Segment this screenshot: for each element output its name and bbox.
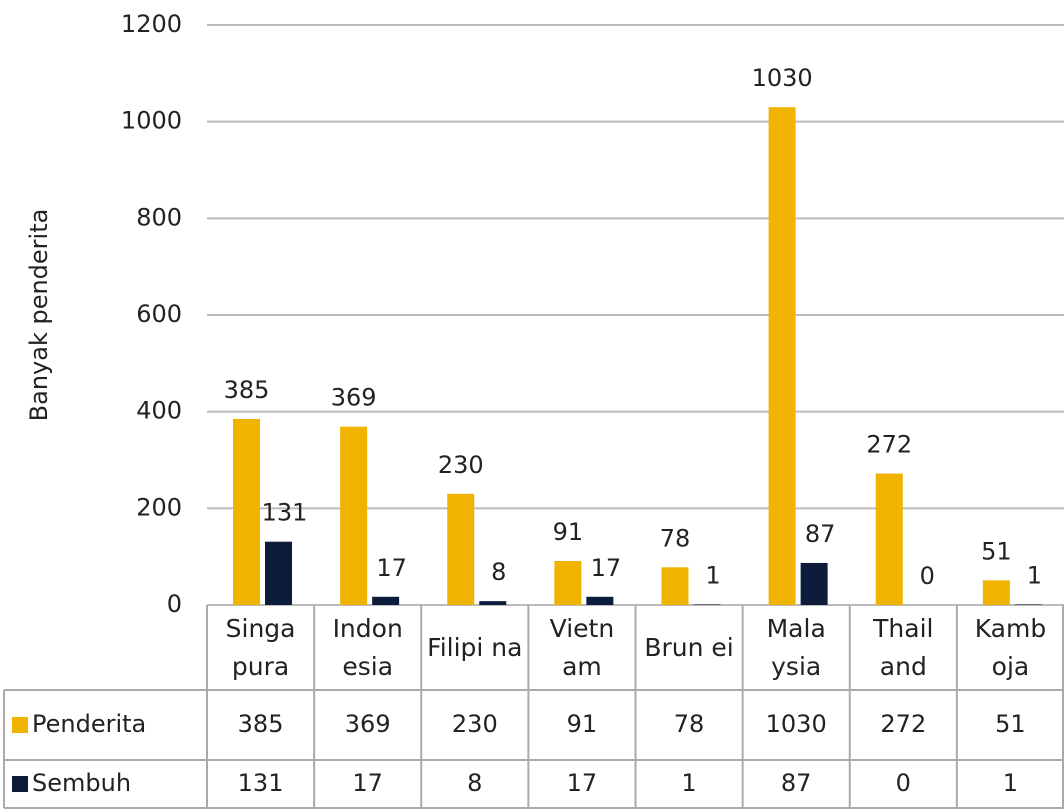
bar xyxy=(554,561,582,605)
table-value: 87 xyxy=(781,769,812,797)
bar xyxy=(800,562,828,605)
bar xyxy=(875,473,903,605)
bar xyxy=(447,493,475,605)
table-value: 131 xyxy=(238,769,284,797)
x-tick-label: Brun ei xyxy=(644,632,734,662)
data-label: 8 xyxy=(491,558,506,586)
y-tick-label: 1000 xyxy=(121,107,182,135)
data-label: 1 xyxy=(705,562,720,590)
legend-label: Penderita xyxy=(32,710,146,738)
x-tick-cell: Thail and xyxy=(873,613,934,681)
x-tick-label: Thail and xyxy=(873,613,934,681)
table-value: 17 xyxy=(567,769,598,797)
data-label: 230 xyxy=(438,451,484,479)
y-tick-label: 800 xyxy=(136,203,182,231)
x-tick-cell: Kamb oja xyxy=(974,613,1047,681)
x-tick-cell: Indon esia xyxy=(332,613,403,681)
y-tick-label: 1200 xyxy=(121,10,182,38)
table-value: 17 xyxy=(352,769,383,797)
data-label: 87 xyxy=(805,520,836,548)
table-value: 369 xyxy=(345,710,391,738)
data-label: 78 xyxy=(660,524,691,552)
table-value: 51 xyxy=(995,710,1026,738)
y-tick-label: 600 xyxy=(136,300,182,328)
x-tick-cell: Singa pura xyxy=(225,613,296,681)
table-value: 78 xyxy=(674,710,705,738)
data-label: 91 xyxy=(553,518,584,546)
legend-swatch xyxy=(12,717,28,733)
y-axis-title: Banyak penderita xyxy=(25,209,53,422)
x-tick-cell: Vietn am xyxy=(549,613,615,681)
bar xyxy=(265,541,292,605)
data-label: 17 xyxy=(376,554,407,582)
x-tick-label: Mala ysia xyxy=(766,613,826,681)
data-label: 51 xyxy=(981,537,1012,565)
bar xyxy=(372,596,400,605)
table-value: 1 xyxy=(681,769,696,797)
x-tick-label: Singa pura xyxy=(225,613,296,681)
data-label: 0 xyxy=(920,562,935,590)
table-value: 91 xyxy=(567,710,598,738)
table-value: 1030 xyxy=(766,710,827,738)
table-value: 1 xyxy=(1003,769,1018,797)
bar xyxy=(479,601,507,605)
table-value: 8 xyxy=(467,769,482,797)
x-tick-label: Indon esia xyxy=(332,613,403,681)
table-value: 230 xyxy=(452,710,498,738)
table-value: 0 xyxy=(896,769,911,797)
x-tick-label: Filipi na xyxy=(427,632,523,662)
data-label: 17 xyxy=(591,554,622,582)
bar xyxy=(768,107,796,606)
data-label: 272 xyxy=(866,431,912,459)
y-tick-label: 400 xyxy=(136,397,182,425)
data-label: 1 xyxy=(1027,562,1042,590)
bar xyxy=(233,418,260,605)
bar xyxy=(586,596,614,605)
data-label: 131 xyxy=(262,499,308,527)
x-tick-label: Kamb oja xyxy=(974,613,1047,681)
y-tick-label: 200 xyxy=(136,493,182,521)
bar xyxy=(340,426,368,605)
data-label: 369 xyxy=(331,384,377,412)
table-value: 272 xyxy=(880,710,926,738)
legend-label: Sembuh xyxy=(32,769,131,797)
x-tick-cell: Brun ei xyxy=(644,632,734,662)
table-value: 385 xyxy=(238,710,284,738)
x-tick-cell: Filipi na xyxy=(427,632,523,662)
data-label: 1030 xyxy=(752,64,813,92)
bar xyxy=(661,567,689,605)
x-tick-label: Vietn am xyxy=(549,613,615,681)
data-label: 385 xyxy=(224,376,270,404)
y-tick-label: 0 xyxy=(167,590,182,618)
legend-swatch xyxy=(12,776,28,792)
x-tick-cell: Mala ysia xyxy=(766,613,826,681)
bar xyxy=(982,580,1010,605)
